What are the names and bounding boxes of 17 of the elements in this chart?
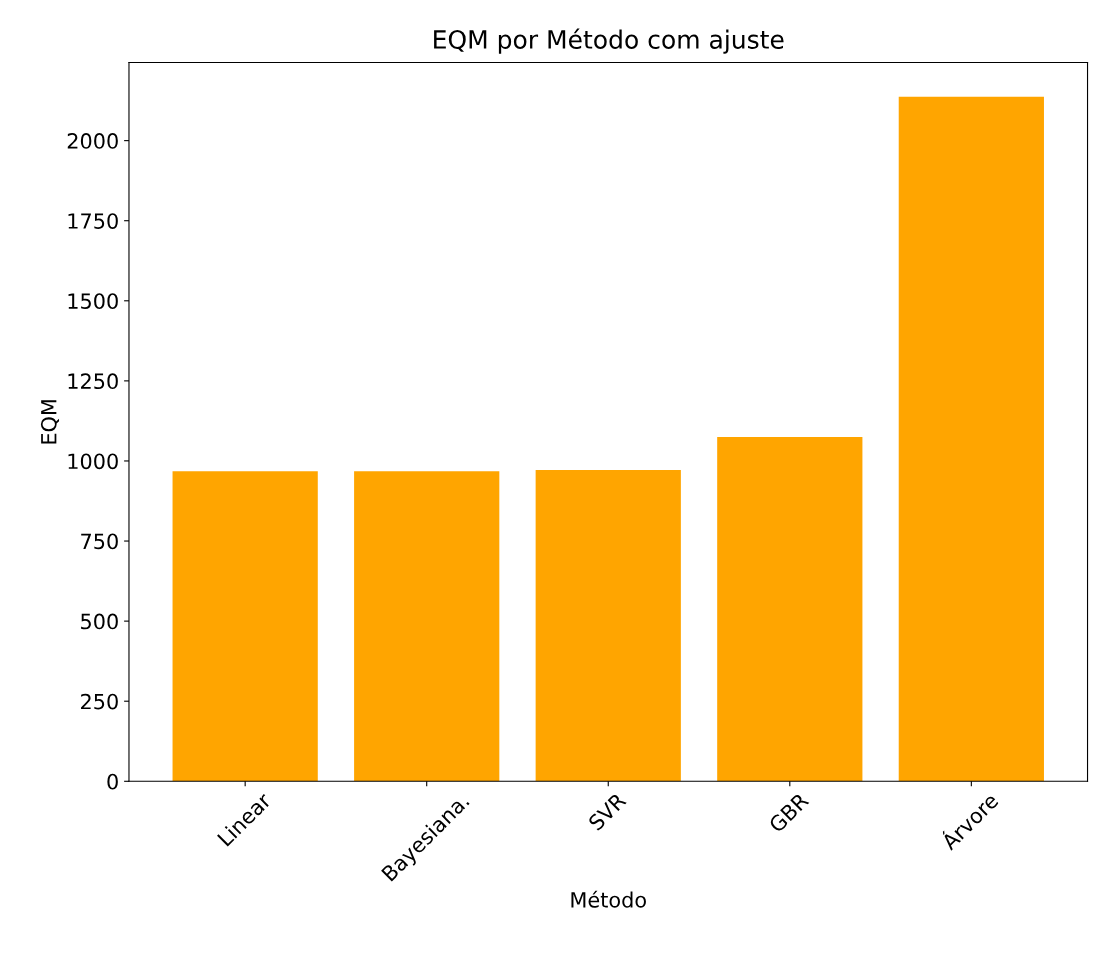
- chart-title: EQM por Método com ajuste: [434, 28, 784, 54]
- y-tick-label: 1250: [68, 373, 118, 390]
- y-tick-label: 2000: [67, 133, 118, 149]
- bar: [172, 471, 318, 782]
- y-tick-label: 250: [81, 693, 118, 710]
- y-tick-label: 1750: [68, 213, 118, 229]
- y-tick-label: 500: [81, 613, 118, 630]
- x-axis-title: Método: [571, 890, 646, 908]
- y-tick-label: 1000: [68, 453, 118, 470]
- bar: [717, 436, 863, 782]
- bar: [898, 96, 1044, 782]
- y-tick-label: 0: [107, 773, 118, 790]
- y-axis-title: EQM: [40, 400, 60, 444]
- y-tick-label: 1500: [68, 293, 118, 309]
- bar: [354, 471, 500, 782]
- bar: [535, 469, 681, 782]
- y-tick-label: 750: [81, 533, 118, 550]
